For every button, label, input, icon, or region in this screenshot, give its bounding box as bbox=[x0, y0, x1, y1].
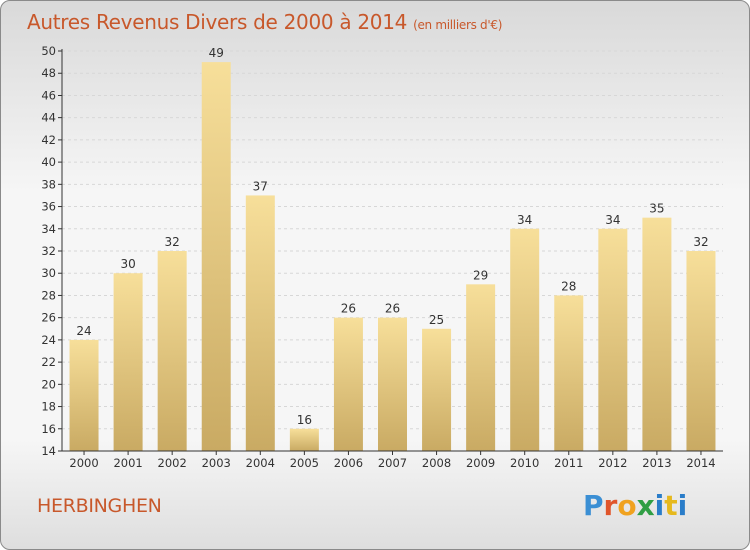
bar bbox=[422, 328, 452, 451]
y-tick-label: 24 bbox=[41, 333, 56, 347]
x-tick-label: 2013 bbox=[642, 456, 671, 470]
bar-value-label: 30 bbox=[120, 257, 135, 271]
bar-value-label: 34 bbox=[605, 213, 620, 227]
y-tick-label: 38 bbox=[41, 177, 56, 191]
y-tick-label: 44 bbox=[41, 111, 56, 125]
bar bbox=[686, 251, 716, 451]
x-tick-label: 2002 bbox=[158, 456, 187, 470]
x-tick-label: 2005 bbox=[290, 456, 319, 470]
y-tick-label: 40 bbox=[41, 155, 56, 169]
logo-letter: i bbox=[654, 489, 665, 522]
y-tick-label: 18 bbox=[41, 400, 56, 414]
logo-letter: x bbox=[636, 489, 655, 522]
x-tick-label: 2004 bbox=[246, 456, 275, 470]
chart-subtitle: (en milliers d'€) bbox=[413, 18, 503, 32]
bar bbox=[201, 62, 231, 451]
bar bbox=[466, 284, 496, 451]
bar bbox=[554, 295, 584, 451]
y-tick-label: 16 bbox=[41, 422, 56, 436]
bar bbox=[245, 195, 275, 451]
bar-value-label: 49 bbox=[209, 46, 224, 60]
y-tick-label: 28 bbox=[41, 288, 56, 302]
bar bbox=[510, 228, 540, 451]
bar-value-label: 25 bbox=[429, 313, 444, 327]
y-tick-label: 46 bbox=[41, 88, 56, 102]
y-tick-label: 48 bbox=[41, 66, 56, 80]
bar bbox=[289, 428, 319, 451]
bar-value-label: 16 bbox=[297, 413, 312, 427]
x-tick-label: 2012 bbox=[598, 456, 627, 470]
bar bbox=[642, 217, 672, 451]
proxiti-logo: Proxiti bbox=[583, 489, 687, 522]
y-tick-label: 14 bbox=[41, 444, 56, 458]
bar-value-label: 28 bbox=[561, 279, 576, 293]
x-tick-label: 2007 bbox=[378, 456, 407, 470]
y-tick-label: 30 bbox=[41, 266, 56, 280]
bar-value-label: 37 bbox=[253, 179, 268, 193]
logo-letter: P bbox=[583, 489, 604, 522]
y-tick-label: 50 bbox=[41, 44, 56, 58]
bar-value-label: 32 bbox=[693, 235, 708, 249]
bar-value-label: 26 bbox=[341, 302, 356, 316]
y-tick-label: 42 bbox=[41, 133, 56, 147]
x-tick-label: 2001 bbox=[113, 456, 142, 470]
logo-letter: t bbox=[664, 489, 678, 522]
x-tick-label: 2000 bbox=[69, 456, 98, 470]
bar bbox=[157, 251, 187, 451]
y-tick-label: 26 bbox=[41, 311, 56, 325]
bar-value-label: 34 bbox=[517, 213, 532, 227]
bar-value-label: 35 bbox=[649, 202, 664, 216]
x-tick-label: 2006 bbox=[334, 456, 363, 470]
logo-letter: r bbox=[603, 489, 618, 522]
logo-letter: i bbox=[677, 489, 688, 522]
x-tick-label: 2008 bbox=[422, 456, 451, 470]
bar-value-label: 24 bbox=[76, 324, 91, 338]
location-label: HERBINGHEN bbox=[37, 495, 162, 517]
x-tick-label: 2011 bbox=[554, 456, 583, 470]
bar bbox=[113, 273, 143, 451]
x-tick-label: 2003 bbox=[202, 456, 231, 470]
bar-value-label: 26 bbox=[385, 302, 400, 316]
x-tick-label: 2009 bbox=[466, 456, 495, 470]
logo-letter: o bbox=[617, 489, 637, 522]
bar bbox=[333, 317, 363, 451]
y-tick-label: 36 bbox=[41, 200, 56, 214]
x-tick-label: 2014 bbox=[686, 456, 715, 470]
bar-value-label: 29 bbox=[473, 268, 488, 282]
y-tick-label: 22 bbox=[41, 355, 56, 369]
bar bbox=[598, 228, 628, 451]
bar bbox=[378, 317, 407, 451]
bar bbox=[69, 339, 99, 451]
y-tick-label: 32 bbox=[41, 244, 56, 258]
chart-title: Autres Revenus Divers de 2000 à 2014 (en … bbox=[27, 10, 503, 34]
y-tick-label: 34 bbox=[41, 222, 56, 236]
bar-value-label: 32 bbox=[165, 235, 180, 249]
x-tick-label: 2010 bbox=[510, 456, 539, 470]
y-tick-label: 20 bbox=[41, 377, 56, 391]
